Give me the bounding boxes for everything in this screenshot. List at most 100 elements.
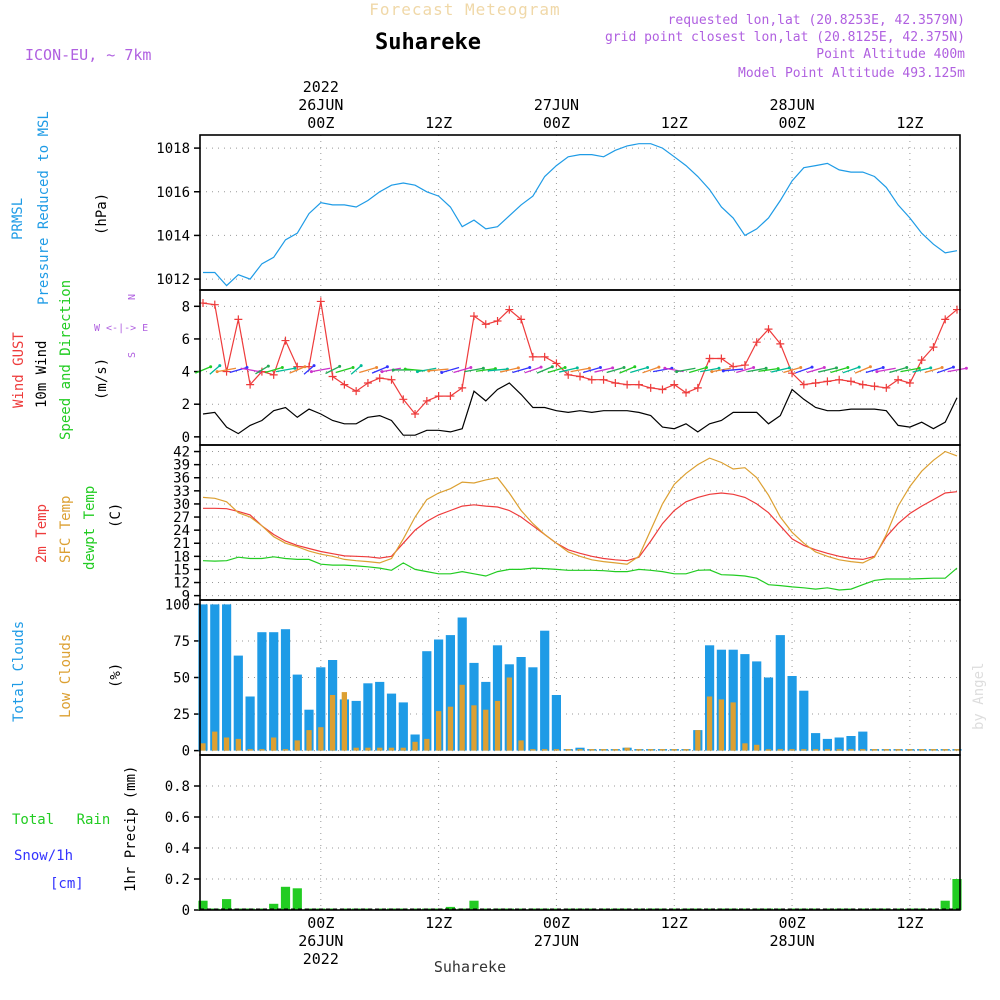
y-tick-label: 0.2 [165,872,190,888]
wind-direction-arrow [924,365,944,374]
bar-total-rain [940,900,950,910]
bar-total-clouds [846,736,856,751]
bar-total-clouds [351,700,361,751]
time-axis-label: 00Z [779,114,806,132]
bar-low-clouds [765,749,772,751]
bar-low-clouds [494,700,501,751]
bar-low-clouds [565,749,571,751]
wind-direction-arrow [947,366,968,373]
bar-total-rain [952,879,962,910]
y-tick-label: 25 [173,707,190,723]
y-tick-label: 50 [173,671,190,687]
watermark: by Angel [971,663,987,730]
wind-direction-arrow [783,365,803,374]
label-wind-gust: Wind GUST [11,332,27,408]
gust-marker [469,312,478,321]
time-axis-label: 2022 [303,950,339,968]
bar-low-clouds [294,740,300,751]
time-axis-label: 00Z [543,114,570,132]
bar-low-clouds [589,749,595,751]
wind-direction-arrow [688,365,708,374]
bar-total-rain [269,903,279,910]
bar-total-clouds [457,617,467,751]
gust-marker [823,377,832,386]
time-axis-label: 27JUN [534,932,579,950]
wind-direction-arrow [524,365,543,374]
temperature-frame [199,444,961,601]
bar-total-clouds [551,695,561,751]
bar-total-clouds [858,731,868,751]
bar-total-clouds [540,630,550,751]
bar-low-clouds [671,749,677,751]
bar-total-clouds [740,654,750,751]
wind-direction-arrow [209,364,222,375]
bar-total-rain [469,900,479,910]
gust-marker [328,372,337,381]
bar-total-rain [222,899,232,910]
gust-marker [564,370,573,379]
bar-low-clouds [695,730,701,751]
y-tick-label: 75 [173,634,190,650]
bar-low-clouds [412,741,418,751]
label-celsius: (C) [108,503,124,528]
gust-marker [458,383,467,392]
gust-marker [870,382,879,391]
label-prmsl: PRMSL [10,198,26,240]
wind-compass: N W <-|-> E S [94,294,148,358]
gust-marker [917,356,926,365]
bar-low-clouds [353,747,359,751]
wind-direction-arrow [900,366,921,373]
gust-marker [246,380,255,389]
time-axis-label: 12Z [661,114,688,132]
wind-direction-arrow [889,365,909,374]
model-altitude: Model Point Altitude 493.125m [738,66,965,81]
time-axis-label: 28JUN [769,932,814,950]
bar-total-clouds [492,645,503,751]
bar-low-clouds [212,731,218,751]
gust-marker [882,383,891,392]
wind-direction-arrow [371,365,389,374]
wind-direction-arrow [512,365,532,374]
gust-marker [576,372,584,381]
location-title: Suhareke [375,30,481,55]
gust-marker [387,375,396,384]
y-tick-label: 1016 [156,185,190,201]
bar-low-clouds [754,744,760,751]
point-altitude: Point Altitude 400m [816,47,965,62]
time-axis-label: 12Z [661,914,688,932]
gust-marker [693,383,702,392]
gust-marker [411,410,420,418]
wind-direction-arrow [630,365,650,374]
series-line-10m-wind [202,382,958,436]
gust-marker [646,383,655,392]
bar-total-clouds [292,674,302,751]
y-tick-label: 33 [173,484,190,500]
bar-low-clouds [577,749,583,751]
wind-direction-arrow [842,365,861,374]
product-title: Forecast Meteogram [369,0,560,19]
bar-low-clouds [612,749,618,751]
wind-direction-arrow [582,365,602,374]
bar-total-clouds [233,655,243,751]
bar-low-clouds [223,737,230,751]
time-axis-label: 00Z [307,114,334,132]
temp-labels: 2m Temp SFC Temp dewpt Temp (C) [34,486,124,570]
time-axis-label: 12Z [896,114,923,132]
bar-total-clouds [210,604,220,751]
bar-low-clouds [365,747,371,751]
precip-panel: 0 0.2 0.4 0.6 0.8 [165,754,962,919]
time-axis-label: 2022 [303,78,339,96]
bar-total-clouds [386,693,397,751]
wind-direction-arrow [710,367,731,374]
time-axis-label: 26JUN [298,96,343,114]
requested-coords: requested lon,lat (20.8253E, 42.3579N) [668,13,965,28]
bar-total-clouds [398,702,408,751]
bar-low-clouds [624,747,630,751]
gust-marker [740,361,749,370]
time-axis-label: 26JUN [298,932,343,950]
bar-total-clouds [799,690,809,751]
gust-marker [234,315,243,324]
gust-marker [222,367,231,376]
